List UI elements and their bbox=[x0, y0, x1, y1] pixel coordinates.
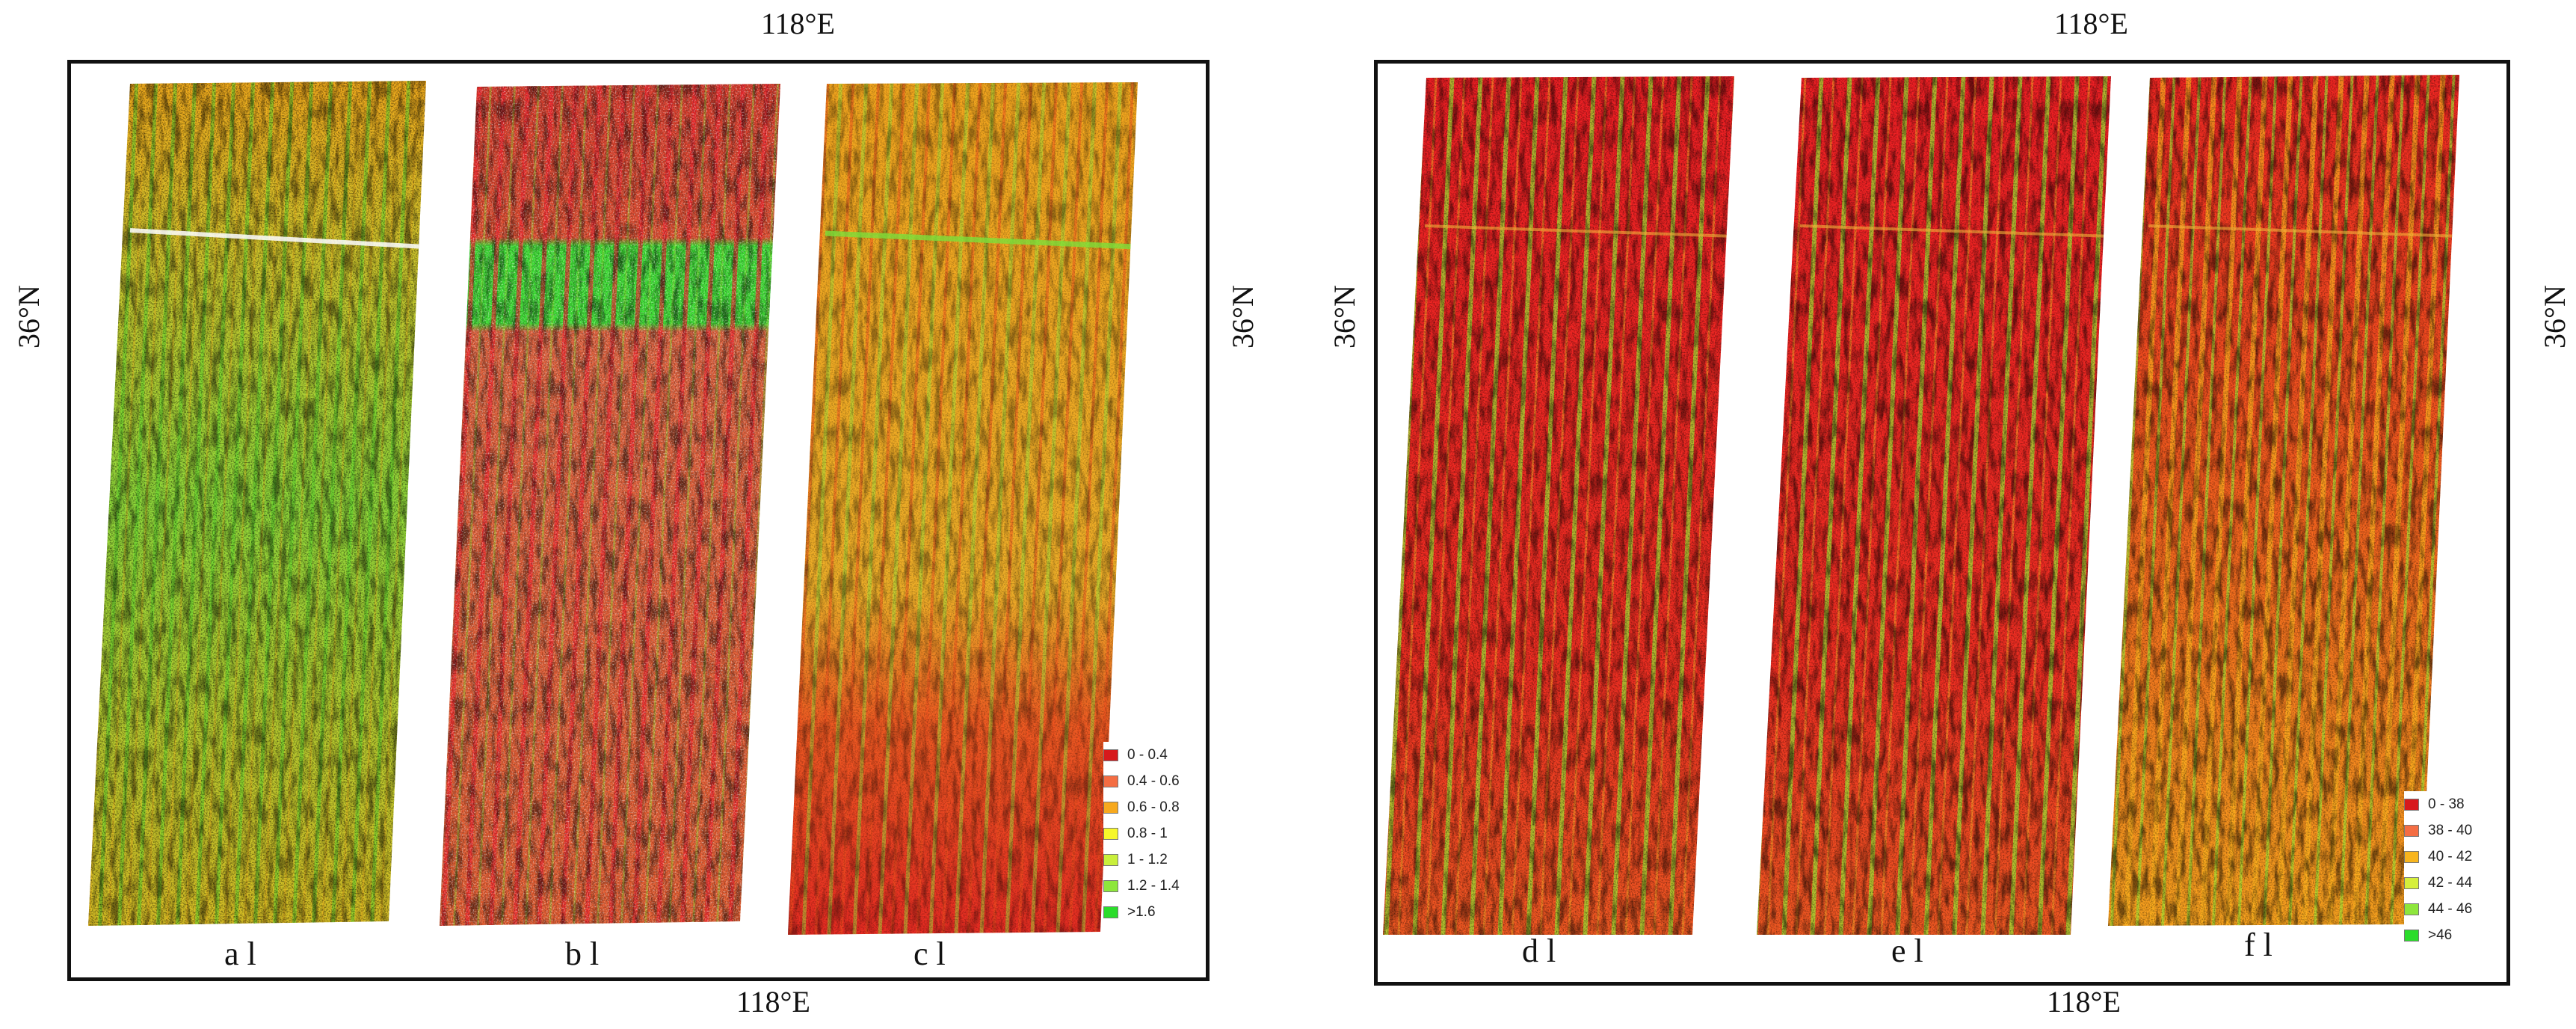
left-panel-legend-entry: 0 - 0.4 bbox=[1103, 742, 1192, 768]
right-panel-bottom-longitude: 118°E bbox=[2047, 985, 2121, 1019]
left-panel-legend-label: 0 - 0.4 bbox=[1127, 746, 1168, 763]
map-f bbox=[2108, 75, 2459, 926]
map-e bbox=[1757, 76, 2111, 935]
left-panel-legend-swatch bbox=[1103, 801, 1118, 814]
left-panel-legend-entry: 1.2 - 1.4 bbox=[1103, 873, 1192, 899]
right-panel-legend-label: 42 - 44 bbox=[2428, 874, 2473, 891]
right-panel-legend-entry: 40 - 42 bbox=[2404, 844, 2486, 870]
left-panel-legend-swatch bbox=[1103, 879, 1118, 892]
left-panel-legend-label: 1.2 - 1.4 bbox=[1127, 877, 1180, 894]
left-panel-bottom-longitude: 118°E bbox=[736, 985, 810, 1019]
right-panel-legend-swatch bbox=[2404, 903, 2419, 915]
left-panel-legend-label: 0.4 - 0.6 bbox=[1127, 772, 1180, 789]
right-panel-legend-entry: 44 - 46 bbox=[2404, 896, 2486, 922]
right-panel-legend-entry: 42 - 44 bbox=[2404, 870, 2486, 896]
left-panel-legend-swatch bbox=[1103, 749, 1118, 761]
left-panel-legend-entry: 0.6 - 0.8 bbox=[1103, 794, 1192, 820]
map-c bbox=[788, 82, 1138, 935]
right-panel-legend-label: 0 - 38 bbox=[2428, 796, 2465, 812]
map-a bbox=[88, 81, 426, 926]
left-panel-legend-entry: 0.8 - 1 bbox=[1103, 820, 1192, 847]
left-panel-legend-swatch bbox=[1103, 853, 1118, 866]
right-panel-legend-entry: >46 bbox=[2404, 922, 2486, 948]
right-panel-legend-entry: 0 - 38 bbox=[2404, 791, 2486, 817]
right-panel-legend-label: 44 - 46 bbox=[2428, 900, 2473, 917]
left-panel-top-longitude: 118°E bbox=[761, 7, 835, 40]
right-panel-legend-swatch bbox=[2404, 876, 2419, 889]
left-panel-legend-entry: 1 - 1.2 bbox=[1103, 847, 1192, 873]
left-panel-frame bbox=[67, 60, 1210, 981]
left-panel-legend-label: >1.6 bbox=[1127, 903, 1156, 920]
right-panel-legend-entry: 38 - 40 bbox=[2404, 817, 2486, 844]
left-panel-legend-swatch bbox=[1103, 775, 1118, 787]
left-panel-legend-label: 1 - 1.2 bbox=[1127, 851, 1168, 867]
left-panel-legend-entry: >1.6 bbox=[1103, 899, 1192, 925]
map-c-label: c l bbox=[913, 936, 946, 972]
left-panel-legend-swatch bbox=[1103, 906, 1118, 918]
map-d-label: d l bbox=[1522, 933, 1556, 969]
right-panel-legend-label: >46 bbox=[2428, 927, 2453, 943]
map-f-label: f l bbox=[2244, 927, 2273, 963]
map-b bbox=[440, 84, 780, 926]
left-panel-legend-label: 0.8 - 1 bbox=[1127, 825, 1168, 841]
right-panel-top-longitude: 118°E bbox=[2054, 7, 2128, 40]
right-panel-legend-swatch bbox=[2404, 824, 2419, 837]
right-panel-legend-swatch bbox=[2404, 929, 2419, 942]
right-panel-legend-swatch bbox=[2404, 850, 2419, 863]
map-b-label: b l bbox=[565, 936, 600, 972]
map-e-label: e l bbox=[1891, 933, 1923, 969]
right-panel-legend-label: 38 - 40 bbox=[2428, 822, 2473, 838]
right-panel-legend-label: 40 - 42 bbox=[2428, 848, 2473, 864]
left-panel-legend: 0 - 0.4 0.4 - 0.6 0.6 - 0.8 0.8 - 1 1 - 1.2 1… bbox=[1103, 742, 1192, 925]
right-panel-legend: 0 - 38 38 - 40 40 - 42 42 - 44 44 - 46 >46 bbox=[2404, 791, 2486, 948]
left-panel-legend-swatch bbox=[1103, 827, 1118, 840]
map-d bbox=[1383, 76, 1734, 935]
left-panel-legend-entry: 0.4 - 0.6 bbox=[1103, 768, 1192, 794]
map-a-label: a l bbox=[224, 936, 256, 972]
right-panel-legend-swatch bbox=[2404, 798, 2419, 811]
right-panel-frame bbox=[1374, 60, 2510, 986]
left-panel-legend-label: 0.6 - 0.8 bbox=[1127, 799, 1180, 815]
